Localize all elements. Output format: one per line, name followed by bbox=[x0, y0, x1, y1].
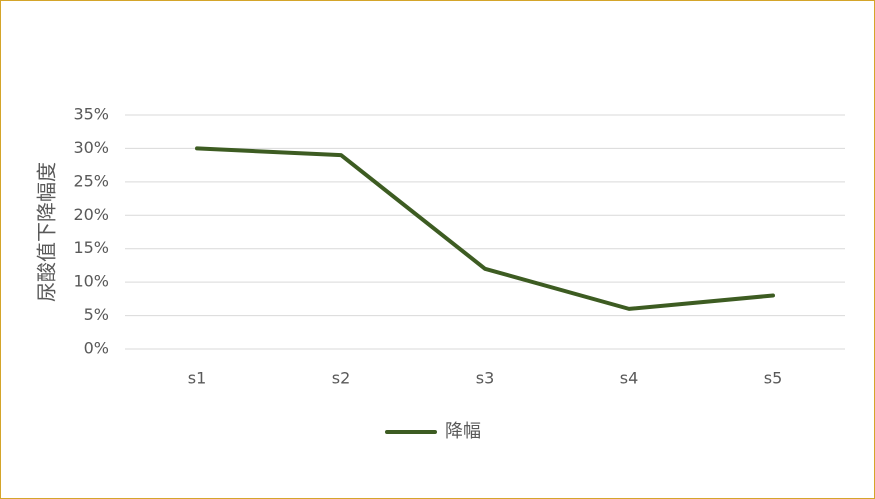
y-tick-label: 10% bbox=[73, 272, 109, 291]
y-tick-label: 0% bbox=[84, 339, 109, 358]
y-tick-label: 25% bbox=[73, 171, 109, 190]
y-tick-label: 5% bbox=[84, 305, 109, 324]
x-tick-label: s4 bbox=[620, 369, 639, 388]
y-tick-label: 20% bbox=[73, 205, 109, 224]
data-line bbox=[195, 146, 775, 311]
x-tick-label: s5 bbox=[764, 369, 783, 388]
y-axis-label: 尿酸值下降幅度 bbox=[35, 162, 59, 302]
legend-label: 降幅 bbox=[445, 421, 481, 442]
x-tick-label: s2 bbox=[332, 369, 351, 388]
y-tick-label: 15% bbox=[73, 238, 109, 257]
x-tick-label: s1 bbox=[188, 369, 207, 388]
y-tick-label: 35% bbox=[73, 105, 109, 124]
y-tick-label: 30% bbox=[73, 138, 109, 157]
x-tick-label: s3 bbox=[476, 369, 495, 388]
